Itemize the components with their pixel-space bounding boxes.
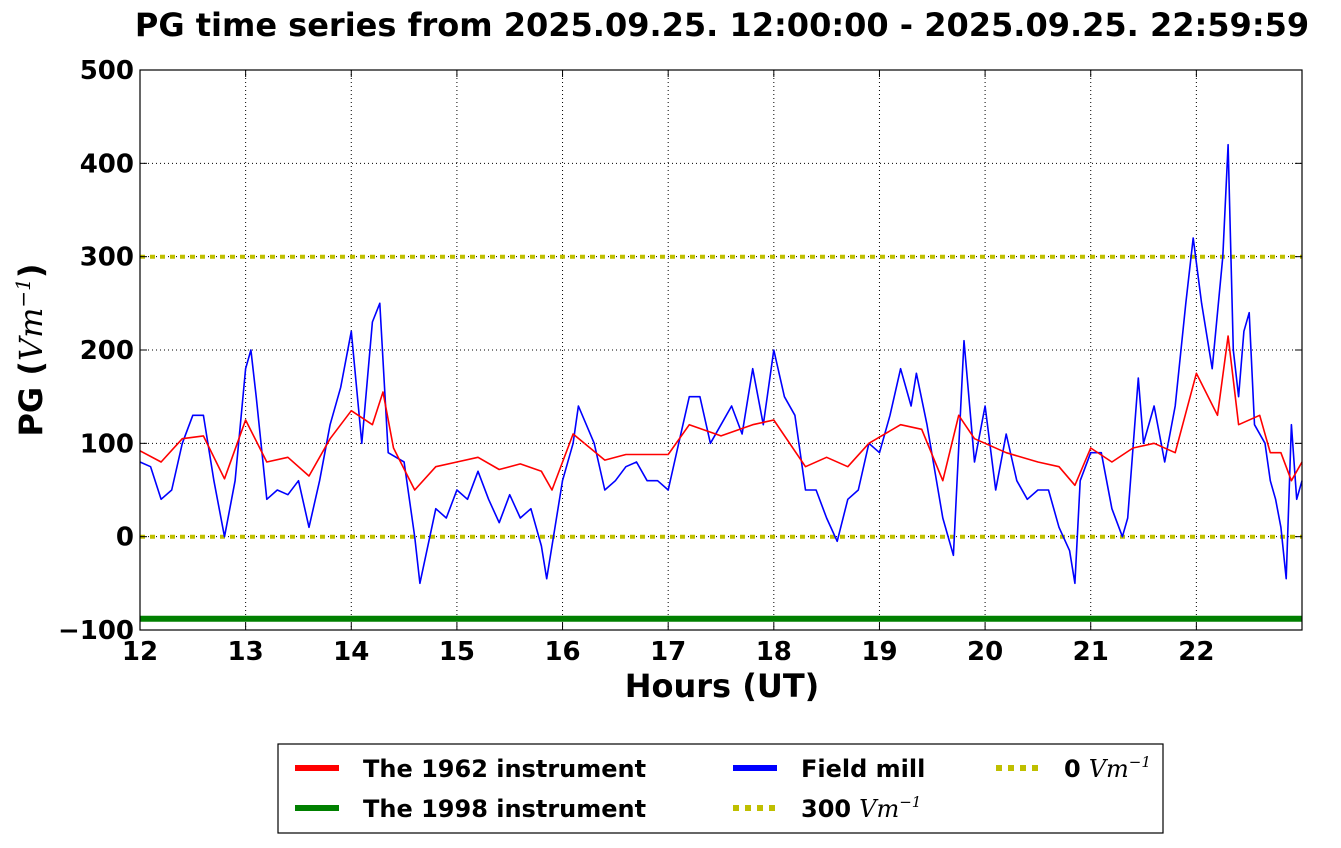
- y-tick-label: 100: [80, 429, 134, 459]
- x-tick-label: 13: [228, 637, 264, 667]
- x-tick-label: 22: [1178, 637, 1214, 667]
- series-field-mill: [139, 143, 1303, 585]
- x-tick-label: 21: [1073, 637, 1109, 667]
- x-tick-label: 18: [756, 637, 792, 667]
- legend-frame: [277, 743, 1164, 834]
- y-tick-label: 300: [80, 243, 134, 273]
- legend: The 1962 instrument The 1998 instrument Fi…: [277, 743, 1164, 834]
- grid: [140, 70, 1302, 630]
- series-lines: [139, 143, 1303, 622]
- y-tick-label: 200: [80, 336, 134, 366]
- x-tick-label: 16: [544, 637, 580, 667]
- x-tick-label: 19: [861, 637, 897, 667]
- legend-label: 300 Vm−1: [801, 793, 921, 823]
- legend-label: Field mill: [801, 755, 925, 783]
- legend-label: 0 Vm−1: [1064, 753, 1151, 783]
- x-tick-label: 12: [122, 637, 158, 667]
- chart-title: PG time series from 2025.09.25. 12:00:00…: [135, 6, 1309, 44]
- y-axis-label: PG (Vm−1): [11, 263, 50, 436]
- x-tick-label: 17: [650, 637, 686, 667]
- series-the-1962-instrument: [139, 335, 1303, 491]
- x-tick-label: 15: [439, 637, 475, 667]
- y-tick-label: −100: [58, 616, 134, 646]
- y-tick-label: 0: [116, 523, 134, 553]
- x-tick-label: 20: [967, 637, 1003, 667]
- x-axis-label: Hours (UT): [625, 667, 820, 705]
- y-tick-label: 500: [80, 56, 134, 86]
- y-tick-label: 400: [80, 149, 134, 179]
- legend-label: The 1998 instrument: [363, 795, 646, 823]
- legend-label: The 1962 instrument: [363, 755, 646, 783]
- axis-ticks: 12 13 14 15 16 17 18 19 20 21 22 −100 0 100 200 300 400 5…: [58, 56, 1302, 667]
- x-tick-label: 14: [333, 637, 369, 667]
